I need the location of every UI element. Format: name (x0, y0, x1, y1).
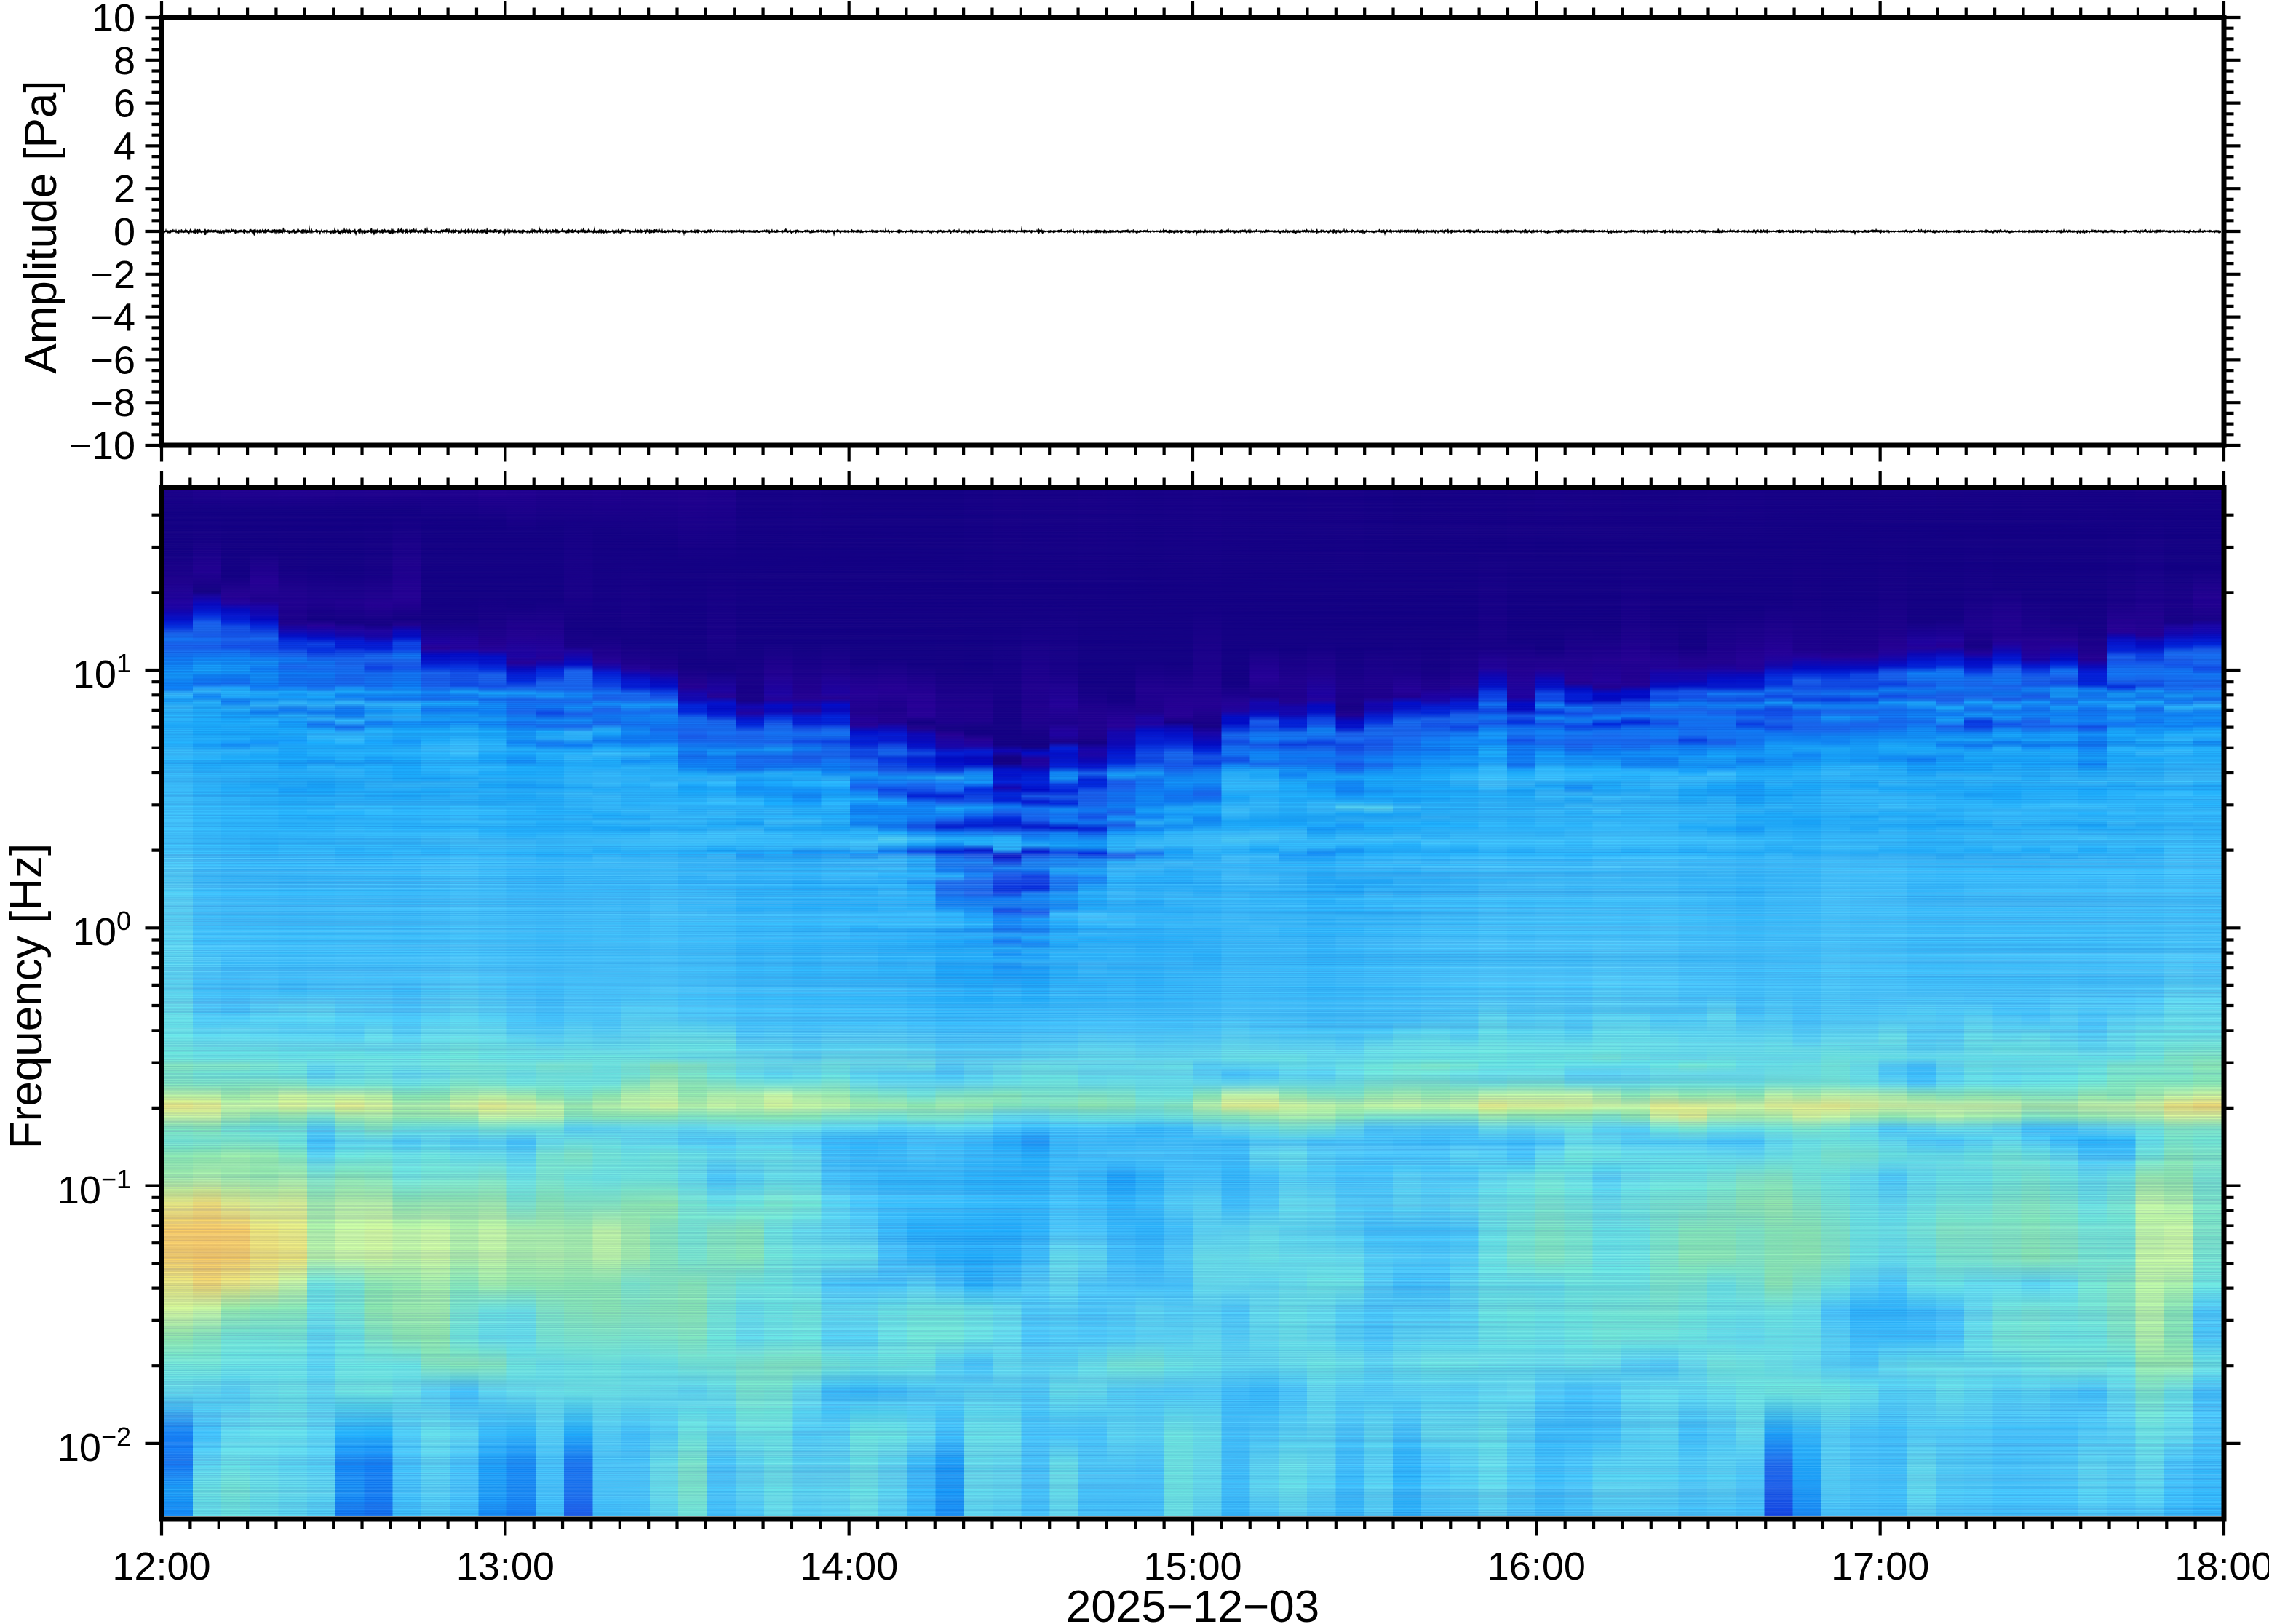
svg-text:Amplitude [Pa]: Amplitude [Pa] (16, 80, 66, 373)
svg-text:18:00: 18:00 (2174, 1545, 2269, 1588)
svg-text:13:00: 13:00 (456, 1545, 555, 1588)
svg-text:2025−12−03: 2025−12−03 (1066, 1582, 1319, 1624)
svg-text:6: 6 (114, 82, 135, 126)
svg-text:−8: −8 (90, 381, 135, 425)
svg-text:12:00: 12:00 (112, 1545, 210, 1588)
svg-text:−2: −2 (90, 253, 135, 297)
svg-text:−6: −6 (90, 338, 135, 382)
svg-text:Frequency [Hz]: Frequency [Hz] (1, 843, 52, 1149)
svg-text:16:00: 16:00 (1487, 1545, 1586, 1588)
svg-text:14:00: 14:00 (800, 1545, 898, 1588)
svg-text:−4: −4 (90, 296, 135, 340)
svg-text:8: 8 (114, 39, 135, 83)
svg-text:17:00: 17:00 (1831, 1545, 1929, 1588)
svg-text:0: 0 (114, 210, 135, 254)
svg-text:−10: −10 (68, 424, 135, 468)
svg-text:4: 4 (114, 124, 135, 168)
svg-text:15:00: 15:00 (1143, 1545, 1241, 1588)
svg-text:10: 10 (92, 0, 135, 40)
svg-text:2: 2 (114, 167, 135, 211)
